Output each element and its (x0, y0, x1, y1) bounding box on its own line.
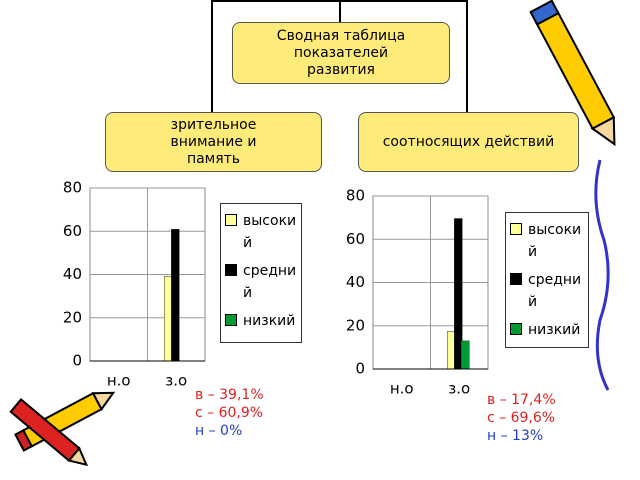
box-text: зрительное внимание и память (170, 116, 257, 167)
legend-item: высокий (225, 210, 297, 254)
x-tick-label: н.о (107, 372, 131, 390)
pencil-left-2 (9, 398, 89, 467)
y-tick-label: 20 (63, 308, 82, 326)
legend-swatch (510, 323, 522, 335)
y-tick-label: 40 (346, 273, 365, 291)
legend-item: высокий (510, 219, 584, 263)
annotation: н – 13% (487, 428, 544, 444)
annotation: в – 17,4% (487, 392, 556, 408)
legend-label: низкий (528, 322, 581, 338)
pencil-right (529, 0, 616, 147)
y-tick-label: 0 (355, 360, 365, 378)
x-tick-label: з.о (448, 380, 470, 398)
bar (461, 340, 470, 370)
y-tick-label: 40 (63, 265, 82, 283)
annotation: с – 69,6% (487, 410, 556, 426)
y-tick-label: 0 (72, 352, 82, 370)
scribble (594, 159, 610, 391)
annotation: с – 60,9% (195, 405, 264, 421)
legend-swatch (225, 264, 237, 276)
legend-item: низкий (225, 310, 297, 332)
box-top: Сводная таблица показателей развития (232, 22, 450, 84)
connectors (211, 0, 468, 112)
box-right: соотносящих действий (358, 112, 579, 172)
legend-swatch (510, 273, 522, 285)
y-tick-label: 80 (63, 179, 82, 197)
legend-label: средний (528, 272, 582, 310)
legend: высокий средний низкий (505, 212, 589, 348)
legend-label: высокий (243, 213, 297, 251)
legend-item: средний (510, 269, 584, 313)
y-tick-label: 60 (346, 230, 365, 248)
legend-swatch (225, 314, 237, 326)
legend: высокий средний низкий (220, 203, 302, 343)
annotation: н – 0% (195, 423, 243, 439)
y-tick-label: 20 (346, 316, 365, 334)
legend-item: низкий (510, 319, 584, 341)
x-tick-label: н.о (390, 380, 414, 398)
box-text: соотносящих действий (382, 133, 555, 150)
legend-label: низкий (243, 313, 296, 329)
legend-label: средний (243, 263, 297, 301)
box-text: Сводная таблица показателей развития (276, 27, 406, 78)
y-tick-label: 80 (346, 187, 365, 205)
legend-swatch (510, 223, 522, 235)
annotation: в – 39,1% (195, 387, 264, 403)
x-tick-label: з.о (165, 372, 187, 390)
y-tick-label: 60 (63, 222, 82, 240)
legend-item: средний (225, 260, 297, 304)
legend-swatch (225, 214, 237, 226)
bar (171, 229, 180, 362)
box-left: зрительное внимание и память (105, 112, 322, 172)
legend-label: высокий (528, 222, 582, 260)
